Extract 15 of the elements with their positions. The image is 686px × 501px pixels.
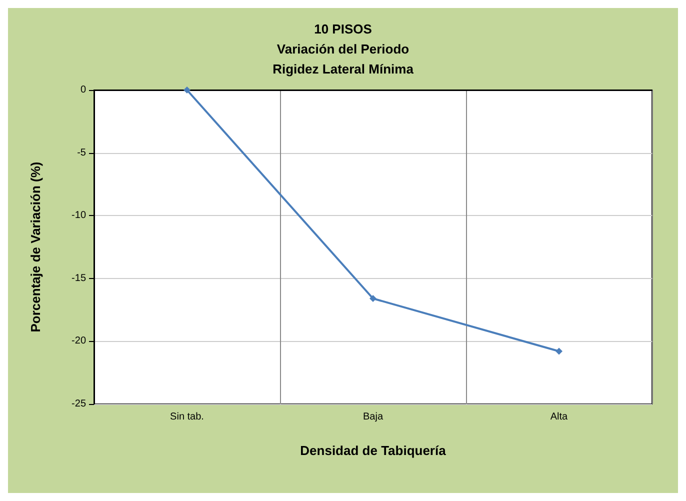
point (184, 86, 190, 94)
y-tick-label: 0 (80, 84, 86, 96)
point (556, 348, 562, 355)
y-tick-label: -5 (77, 147, 86, 158)
x-tick-label: Baja (362, 412, 384, 422)
y-tick-label: -25 (72, 398, 86, 410)
y-tick-label: -10 (72, 210, 86, 222)
point (370, 294, 376, 302)
x-tick-label: Sin tab. (170, 412, 204, 422)
y-tick-label: -15 (72, 272, 86, 284)
x-axis-title: Densidad de Tabiquería (300, 443, 447, 458)
y-tick-label: -20 (72, 336, 86, 347)
chart-title: 10 PISOS Variación del Periodo Rigidez Lateral Mínima (272, 22, 414, 76)
x-tick-label: Alta (550, 412, 568, 422)
y-axis-title: Porcentaje de Variación (%) (28, 162, 43, 332)
